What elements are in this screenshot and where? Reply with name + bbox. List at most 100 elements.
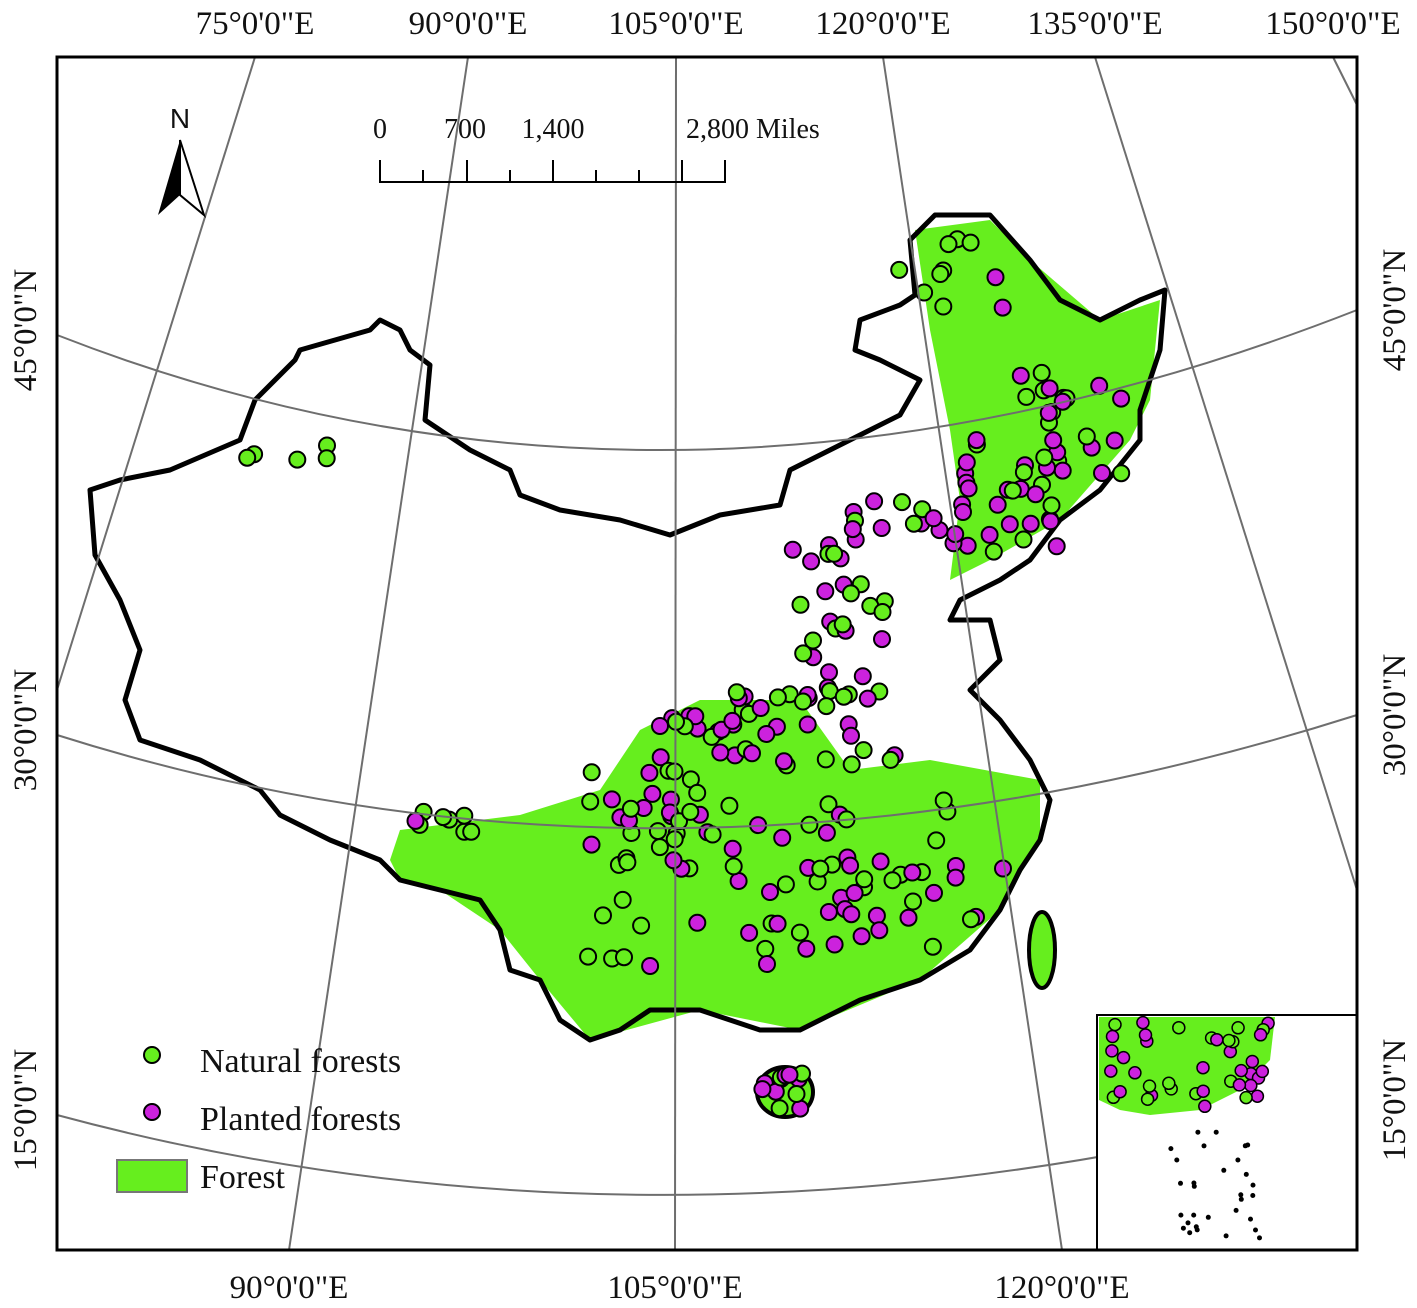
- planted-forest-point: [820, 663, 838, 682]
- planted-forest-point: [651, 748, 670, 767]
- natural-forest-point: [927, 831, 946, 850]
- planted-forest-point: [967, 431, 986, 450]
- natural-forest-point: [984, 542, 1003, 561]
- planted-forest-point: [761, 883, 779, 901]
- planted-forest-point: [819, 903, 838, 921]
- natural-forest-point: [819, 795, 838, 814]
- planted-forest-point: [817, 823, 836, 842]
- planted-forest-point: [980, 525, 999, 544]
- taiwan: [1027, 910, 1057, 990]
- legend-symbol: [116, 1159, 188, 1193]
- island: [1248, 1216, 1253, 1222]
- planted-forest-point: [1232, 1078, 1247, 1092]
- legend: Natural forests Planted forests Forest: [116, 1043, 401, 1196]
- planted-forest-point: [711, 743, 730, 762]
- planted-forest-point: [641, 957, 660, 975]
- longitude-label: 75°0'0"E: [196, 6, 315, 42]
- arrow-right: [179, 139, 206, 218]
- natural-forest-point: [816, 750, 835, 769]
- planted-forest-point: [1026, 485, 1045, 504]
- natural-forest-point: [238, 448, 257, 467]
- natural-forest-point: [756, 939, 775, 958]
- planted-forest-point: [758, 955, 776, 973]
- natural-forest-point: [727, 683, 746, 702]
- natural-forest-point: [961, 233, 980, 252]
- natural-forest-point: [934, 791, 953, 810]
- island: [1253, 1227, 1258, 1233]
- planted-forest-point: [602, 790, 621, 809]
- natural-forest-point: [776, 875, 795, 894]
- island: [1194, 1227, 1200, 1233]
- planted-forest-point: [988, 495, 1007, 514]
- planted-forest-point: [816, 582, 835, 601]
- planted-forest-point: [783, 540, 802, 559]
- island: [1201, 1143, 1207, 1149]
- planted-forest-point: [925, 883, 943, 902]
- natural-forest-point: [915, 283, 934, 302]
- planted-forest-point: [1040, 379, 1059, 398]
- natural-forest-point: [582, 763, 601, 782]
- natural-forest-point: [1112, 464, 1131, 483]
- island: [1180, 1225, 1186, 1231]
- graticule-labels: 75°0'0"E 90°0'0"E 105°0'0"E 120°0'0"E 135°0'…: [8, 6, 1413, 1306]
- planted-forest-point: [1053, 461, 1072, 480]
- planted-forest-point: [858, 689, 877, 708]
- legend-label: Planted forests: [200, 1101, 401, 1138]
- longitude-label: 90°0'0"E: [409, 6, 528, 42]
- planted-forest-point: [723, 839, 742, 858]
- natural-forest-point: [1142, 1079, 1157, 1093]
- planted-forest-point: [841, 856, 860, 875]
- planted-forest-point: [640, 763, 659, 782]
- natural-forest-point: [1077, 427, 1096, 446]
- arrow-left: [158, 140, 180, 215]
- planted-forest-point: [843, 520, 862, 539]
- natural-forest-point: [1140, 1092, 1155, 1106]
- planted-forest-point: [780, 1065, 799, 1084]
- planted-forest-point: [802, 552, 821, 571]
- natural-forest-point: [1017, 387, 1036, 406]
- scale-bar: 0 700 1,400 2,800 Miles: [373, 114, 820, 183]
- longitude-label: 120°0'0"E: [994, 1270, 1129, 1306]
- planted-forest-point: [1196, 1084, 1210, 1098]
- natural-forest-point: [833, 615, 852, 634]
- natural-forest-point: [904, 892, 922, 911]
- natural-forest-point: [618, 853, 637, 872]
- natural-forest-point: [787, 1085, 806, 1103]
- natural-forest-point: [1222, 1033, 1236, 1048]
- meridian: [674, 56, 677, 1251]
- natural-forest-point: [1014, 530, 1033, 549]
- scale-label: 1,400: [522, 114, 585, 145]
- natural-forest-point: [462, 822, 481, 841]
- natural-forest-point: [881, 750, 900, 769]
- planted-forest-point: [1047, 537, 1066, 556]
- island: [1250, 1193, 1256, 1198]
- latitude-label: 45°0'0"N: [8, 269, 44, 392]
- planted-forest-point: [740, 923, 759, 942]
- planted-forest-point: [842, 726, 860, 745]
- planted-forest-point: [825, 935, 844, 954]
- planted-forest-point: [867, 906, 886, 925]
- planted-forest-point: [797, 939, 816, 958]
- legend-label: Forest: [200, 1159, 286, 1196]
- sample-points: [238, 230, 1131, 1118]
- planted-forest-point: [946, 868, 965, 887]
- planted-forest-point: [753, 1080, 772, 1099]
- planted-forest-point: [924, 509, 943, 528]
- island: [1178, 1180, 1183, 1186]
- natural-forest-point: [724, 857, 743, 876]
- planted-forest-point: [1128, 1066, 1142, 1080]
- planted-forest-point: [873, 630, 891, 649]
- planted-forest-point: [651, 717, 669, 735]
- natural-forest-point: [1231, 1021, 1245, 1035]
- planted-forest-point: [751, 699, 770, 717]
- island: [1185, 1220, 1191, 1226]
- legend-symbol: [143, 1103, 161, 1121]
- planted-forest-point: [1136, 1015, 1150, 1030]
- island: [1235, 1157, 1241, 1163]
- meridian: [288, 56, 469, 1251]
- natural-forest-point: [873, 603, 892, 621]
- latitude-label: 45°0'0"N: [1377, 249, 1413, 372]
- natural-forest-point: [931, 265, 950, 283]
- natural-forest-point: [791, 595, 810, 614]
- natural-forest-point: [811, 859, 830, 878]
